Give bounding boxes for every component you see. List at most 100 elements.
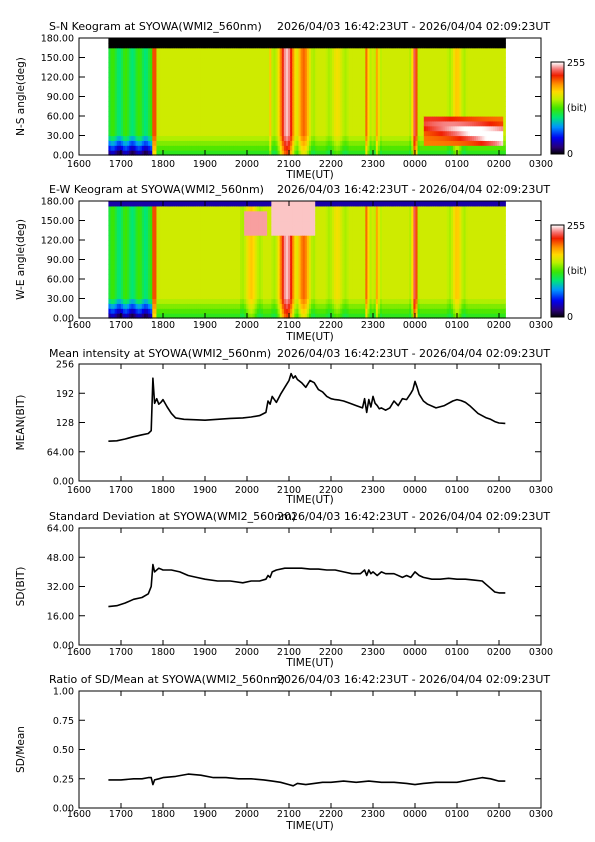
- keogram-cell: [202, 52, 206, 59]
- keogram-cell: [252, 140, 256, 146]
- keogram-cell: [457, 125, 460, 132]
- keogram-cell: [356, 96, 360, 102]
- keogram-cell: [156, 130, 160, 137]
- keogram-cell: [478, 38, 481, 44]
- keogram-cell: [185, 72, 189, 78]
- keogram-cell: [396, 77, 400, 83]
- keogram-cell: [311, 67, 314, 73]
- keogram-cell: [262, 67, 266, 73]
- keogram-cell: [323, 116, 327, 122]
- keogram-cell: [423, 140, 427, 146]
- keogram-cell: [114, 210, 118, 217]
- keogram-cell: [191, 38, 195, 44]
- keogram-cell: [409, 72, 412, 78]
- keogram-cell: [359, 86, 362, 93]
- keogram-cell: [229, 47, 233, 54]
- keogram-cell: [323, 57, 327, 63]
- keogram-cell: [123, 264, 126, 270]
- keogram-cell: [342, 106, 346, 112]
- keogram-cell: [273, 145, 277, 151]
- keogram-cell: [156, 116, 160, 122]
- keogram-cell: [455, 86, 458, 93]
- keogram-cell: [444, 91, 448, 98]
- keogram-cell: [225, 120, 229, 127]
- keogram-cell: [131, 244, 135, 251]
- keogram-cell: [476, 111, 479, 117]
- keogram-cell: [175, 67, 178, 73]
- keogram-cell: [388, 120, 392, 127]
- keogram-cell: [409, 135, 412, 141]
- y-tick-label: 180.00: [41, 34, 74, 45]
- keogram-cell: [110, 298, 114, 304]
- keogram-cell: [442, 47, 446, 54]
- keogram-cell: [440, 106, 444, 112]
- keogram-cell: [187, 140, 191, 146]
- keogram-cell: [173, 106, 176, 112]
- keogram-cell: [363, 81, 366, 88]
- keogram-cell: [223, 67, 226, 73]
- keogram-cell: [225, 47, 229, 54]
- keogram-cell: [133, 38, 137, 44]
- keogram-cell: [235, 72, 239, 78]
- keogram-cell: [432, 135, 435, 141]
- keogram-cell: [160, 140, 164, 146]
- keogram-cell: [469, 57, 473, 63]
- keogram-cell: [311, 42, 314, 49]
- keogram-cell: [231, 116, 235, 122]
- keogram-cell: [210, 57, 214, 63]
- keogram-cell: [421, 140, 425, 146]
- keogram-cell: [120, 86, 124, 93]
- keogram-cell: [160, 77, 164, 83]
- keogram-cell: [356, 81, 360, 88]
- keogram-cell: [482, 135, 486, 141]
- keogram-cell: [463, 125, 467, 132]
- keogram-cell: [306, 130, 310, 137]
- keogram-cell: [494, 57, 498, 63]
- colorbar-cell: [551, 142, 564, 145]
- keogram-cell: [390, 47, 394, 54]
- keogram-cell: [342, 116, 346, 122]
- keogram-cell: [206, 116, 210, 122]
- keogram-cell: [292, 140, 295, 146]
- keogram-cell: [187, 38, 191, 44]
- keogram-cell: [114, 244, 118, 251]
- keogram-cell: [139, 47, 143, 54]
- keogram-cell: [129, 313, 132, 319]
- keogram-cell: [231, 150, 235, 156]
- keogram-cell: [354, 86, 358, 93]
- keogram-cell: [336, 77, 339, 83]
- keogram-cell: [208, 38, 212, 44]
- keogram-cell: [361, 52, 364, 59]
- keogram-cell: [189, 96, 193, 102]
- keogram-cell: [338, 150, 341, 156]
- keogram-cell: [382, 57, 385, 63]
- keogram-cell: [359, 81, 362, 88]
- keogram-cell: [484, 116, 488, 122]
- keogram-cell: [246, 120, 249, 127]
- keogram-cell: [292, 111, 295, 117]
- keogram-cell: [334, 86, 337, 93]
- keogram-cell: [288, 86, 291, 93]
- keogram-cell: [168, 52, 172, 59]
- keogram-cell: [162, 135, 166, 141]
- keogram-cell: [114, 313, 118, 319]
- keogram-cell: [244, 91, 247, 98]
- keogram-cell: [133, 259, 137, 265]
- keogram-cell: [448, 67, 452, 73]
- keogram-cell: [356, 116, 360, 122]
- keogram-cell: [123, 150, 126, 156]
- keogram-cell: [125, 42, 128, 49]
- keogram-cell: [158, 81, 162, 88]
- keogram-cell: [183, 140, 187, 146]
- keogram-cell: [143, 101, 147, 107]
- keogram-cell: [212, 130, 216, 137]
- keogram-cell: [116, 38, 120, 44]
- keogram-cell: [118, 47, 122, 54]
- keogram-cell: [352, 57, 356, 63]
- keogram-cell: [367, 91, 371, 98]
- keogram-cell: [440, 72, 444, 78]
- keogram-cell: [260, 47, 264, 54]
- keogram-cell: [369, 91, 373, 98]
- keogram-cell: [200, 67, 203, 73]
- keogram-cell: [112, 215, 116, 222]
